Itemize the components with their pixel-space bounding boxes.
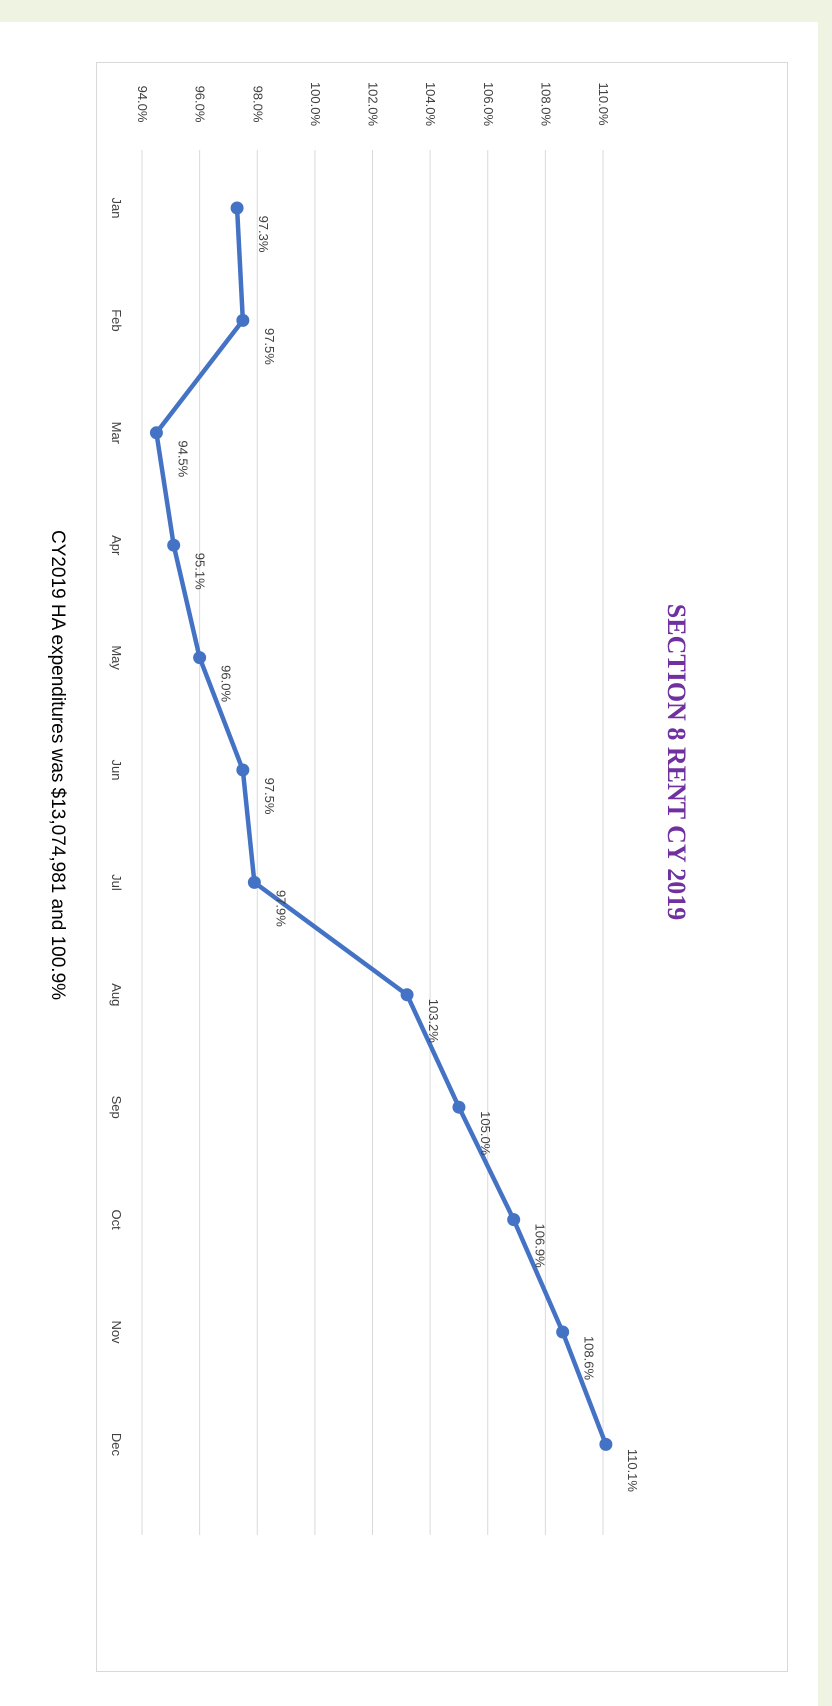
data-point	[149, 426, 163, 440]
data-label: 106.9%	[533, 1224, 548, 1269]
data-point	[236, 313, 250, 327]
x-tick-label: Jun	[109, 760, 124, 781]
chart-title: SECTION 8 RENT CY 2019	[662, 604, 691, 920]
data-label: 97.9%	[273, 890, 288, 927]
data-label: 97.3%	[256, 216, 271, 253]
y-tick-label: 110.0%	[596, 82, 611, 126]
x-tick-label: May	[109, 645, 124, 670]
y-tick-label: 106.0%	[481, 82, 496, 127]
data-point	[599, 1437, 613, 1451]
data-label: 103.2%	[426, 999, 441, 1044]
data-points	[149, 201, 613, 1451]
data-point	[167, 538, 181, 552]
series-line	[154, 205, 609, 1447]
y-tick-label: 98.0%	[250, 86, 265, 123]
x-tick-label: Feb	[109, 309, 124, 331]
x-axis-tick-labels: Jan Feb Mar Apr May Jun Jul Aug Sep Oct Nov Dec	[109, 198, 124, 1457]
y-tick-label: 100.0%	[308, 82, 323, 127]
data-label: 94.5%	[175, 440, 190, 477]
x-tick-label: Oct	[109, 1209, 124, 1230]
data-labels: 97.3% 97.5% 94.5% 95.1% 96.0% 97.5% 97.9% 103.2…	[175, 216, 639, 1493]
chart-frame	[96, 62, 788, 1672]
data-label: 108.6%	[582, 1336, 597, 1381]
x-tick-label: Sep	[109, 1096, 124, 1119]
y-tick-label: 104.0%	[423, 82, 438, 127]
data-label: 95.1%	[193, 553, 208, 590]
data-point	[230, 201, 244, 215]
top-background-strip	[0, 0, 832, 22]
right-background-strip	[818, 0, 832, 1706]
y-tick-label: 108.0%	[538, 82, 553, 127]
x-tick-label: Mar	[109, 422, 124, 445]
y-axis-tick-labels: 94.0% 96.0% 98.0% 100.0% 102.0% 104.0% 106.0% 1…	[135, 82, 611, 127]
data-label: 97.5%	[262, 778, 277, 815]
data-point	[556, 1325, 570, 1339]
data-label: 105.0%	[478, 1111, 493, 1156]
y-tick-label: 96.0%	[193, 86, 208, 123]
x-tick-label: Jan	[109, 198, 124, 219]
data-point	[400, 988, 414, 1002]
data-point	[507, 1213, 521, 1227]
x-tick-label: Dec	[109, 1433, 124, 1457]
y-tick-label: 102.0%	[366, 82, 381, 127]
data-point	[236, 763, 250, 777]
data-label: 97.5%	[262, 328, 277, 365]
data-point	[452, 1100, 466, 1114]
data-point	[247, 875, 261, 889]
data-label: 96.0%	[219, 665, 234, 702]
x-tick-label: Aug	[109, 983, 124, 1006]
gridlines	[141, 150, 604, 1535]
y-tick-label: 94.0%	[135, 86, 150, 123]
x-tick-label: Nov	[109, 1320, 124, 1344]
x-tick-label: Apr	[109, 535, 124, 556]
data-point	[193, 651, 207, 665]
x-tick-label: Jul	[109, 874, 124, 891]
chart-subtitle: CY2019 HA expenditures was $13,074,981 a…	[47, 530, 68, 1000]
data-label: 110.1%	[625, 1449, 640, 1493]
